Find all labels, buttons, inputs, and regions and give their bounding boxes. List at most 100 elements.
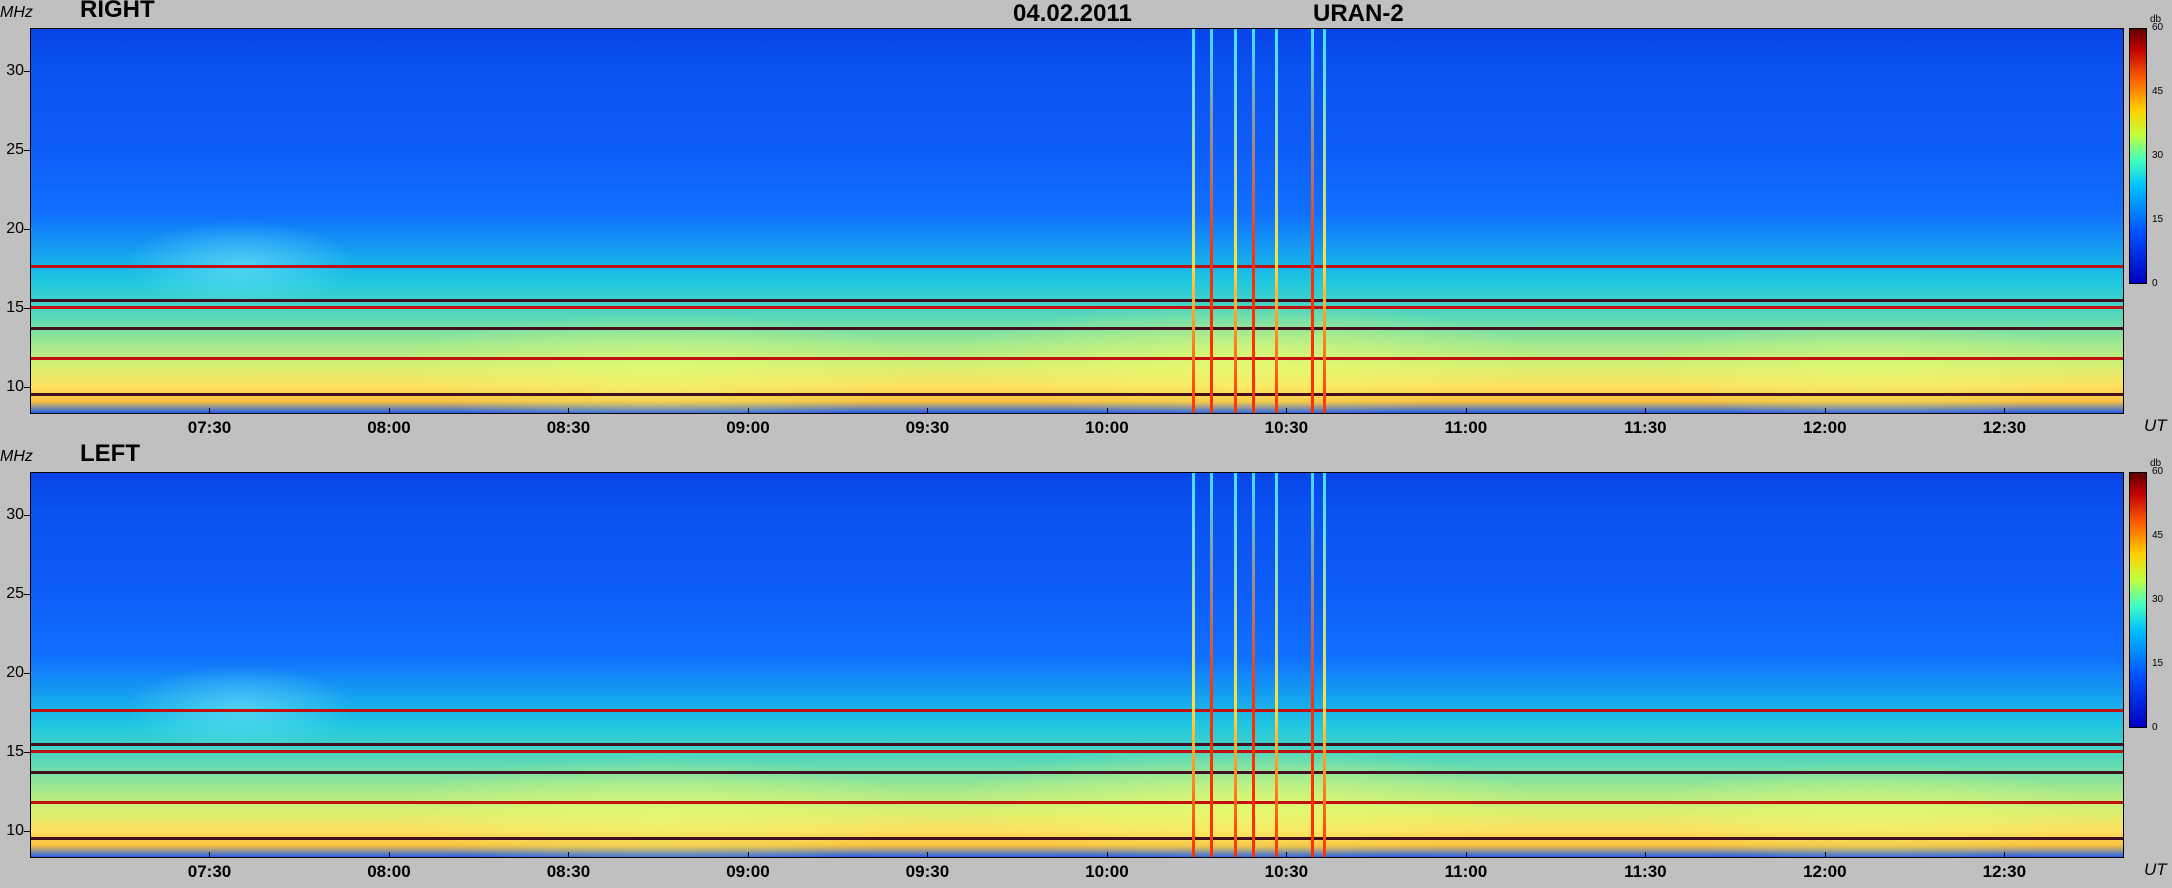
y-tick <box>24 228 30 230</box>
emission-band <box>31 770 2123 774</box>
burst-line <box>1311 473 1315 857</box>
x-tick-label: 08:00 <box>367 862 411 881</box>
x-tick-label: 12:00 <box>1803 862 1847 881</box>
x-tick-label: 11:00 <box>1444 418 1488 437</box>
x-unit-label: UT <box>2144 860 2167 879</box>
emission-band <box>31 801 2123 805</box>
emission-band <box>31 357 2123 361</box>
x-tick <box>2004 408 2006 414</box>
burst-line <box>1191 29 1195 413</box>
burst-line <box>1209 29 1213 413</box>
colorbar-tick-label: 60 <box>2152 22 2164 33</box>
instrument-label: URAN-2 <box>1313 0 1404 27</box>
x-tick-label: 10:00 <box>1085 418 1129 437</box>
x-tick <box>1286 852 1288 858</box>
burst-line <box>1191 473 1195 857</box>
x-tick <box>1645 408 1647 414</box>
burst-line <box>1233 29 1237 413</box>
x-tick-label: 10:30 <box>1264 862 1309 881</box>
x-tick-label: 08:30 <box>546 862 591 881</box>
y-tick-label: 15 <box>6 299 24 316</box>
x-tick <box>568 852 570 858</box>
x-tick <box>1106 852 1108 858</box>
x-tick <box>1824 408 1826 414</box>
y-unit-label: MHz <box>0 448 33 465</box>
date-label: 04.02.2011 <box>1013 0 1132 27</box>
colorbar <box>2129 28 2147 284</box>
y-tick <box>24 149 30 151</box>
y-tick-label: 30 <box>6 505 24 523</box>
y-tick <box>24 752 30 753</box>
x-tick <box>747 852 749 858</box>
colorbar-tick-label: 30 <box>2152 594 2164 605</box>
x-tick <box>1645 852 1647 858</box>
x-tick <box>1824 852 1826 858</box>
emission-band <box>31 326 2123 330</box>
x-tick-label: 07:30 <box>187 418 232 437</box>
panel-title: RIGHT <box>80 0 155 23</box>
x-tick-label: 08:30 <box>546 418 591 437</box>
x-unit-label: UT <box>2144 416 2167 435</box>
colorbar-tick-label: 15 <box>2152 658 2164 669</box>
colorbar-tick-label: 45 <box>2152 530 2164 541</box>
colorbar-tick-label: 0 <box>2152 722 2158 733</box>
x-tick-label: 12:30 <box>1982 418 2027 437</box>
x-tick <box>747 408 749 414</box>
burst-line <box>1275 473 1279 857</box>
x-tick-label: 09:30 <box>905 862 950 881</box>
spectrogram-plot <box>30 28 2124 414</box>
x-tick-label: 10:30 <box>1264 418 1309 437</box>
panel-left: MHz LEFT db UT 30 25 20 15 10 07:30 08:00 08:30… <box>0 440 2172 888</box>
emission-band <box>31 742 2123 746</box>
spectrogram-plot <box>30 472 2124 858</box>
y-tick-label: 10 <box>6 378 24 396</box>
y-tick <box>24 70 30 72</box>
x-tick-label: 11:30 <box>1624 418 1667 437</box>
y-tick-label: 20 <box>6 219 24 237</box>
y-tick-label: 20 <box>6 663 24 681</box>
y-tick <box>24 387 30 389</box>
x-tick-label: 09:30 <box>905 418 950 437</box>
x-tick <box>209 408 211 414</box>
burst-line <box>1311 29 1315 413</box>
x-tick <box>1106 408 1108 414</box>
y-tick <box>24 593 30 595</box>
colorbar-unit: db <box>2150 458 2162 469</box>
emission-band <box>31 265 2123 269</box>
colorbar-tick-label: 30 <box>2152 150 2164 161</box>
burst-line <box>1209 473 1213 857</box>
burst-line <box>1251 29 1255 413</box>
y-tick-label: 25 <box>6 140 24 158</box>
x-tick-label: 09:00 <box>726 418 770 437</box>
x-tick <box>388 408 390 414</box>
y-tick-label: 25 <box>6 584 24 602</box>
emission-band <box>31 393 2123 397</box>
emission-band <box>31 837 2123 841</box>
x-tick <box>927 408 929 414</box>
x-tick-label: 10:00 <box>1085 862 1129 881</box>
emission-band <box>31 709 2123 713</box>
emission-band <box>31 298 2123 302</box>
x-tick-label: 09:00 <box>726 862 770 881</box>
x-tick <box>1465 852 1467 858</box>
burst-line <box>1275 29 1279 413</box>
x-tick <box>209 852 211 858</box>
x-tick-label: 08:00 <box>367 418 411 437</box>
colorbar-tick-label: 60 <box>2152 466 2164 477</box>
x-tick-label: 12:30 <box>1982 862 2027 881</box>
y-tick <box>24 514 30 516</box>
y-tick <box>24 308 30 309</box>
x-tick-label: 11:30 <box>1624 862 1667 881</box>
y-tick-label: 15 <box>6 743 24 760</box>
x-tick <box>388 852 390 858</box>
emission-band <box>31 750 2123 754</box>
colorbar-tick-label: 45 <box>2152 86 2164 97</box>
x-tick <box>568 408 570 414</box>
x-tick <box>1465 408 1467 414</box>
emission-band <box>31 306 2123 310</box>
x-tick-label: 07:30 <box>187 862 232 881</box>
x-tick-label: 12:00 <box>1803 418 1847 437</box>
y-tick-label: 30 <box>6 61 24 79</box>
burst-line <box>1323 473 1327 857</box>
burst-line <box>1233 473 1237 857</box>
